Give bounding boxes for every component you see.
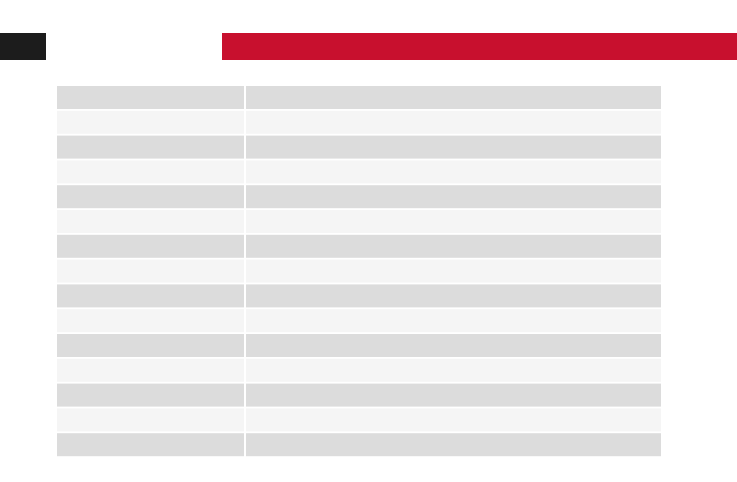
table-cell xyxy=(57,110,244,134)
table-cell xyxy=(246,383,661,407)
table-cell xyxy=(57,433,244,457)
page-tab xyxy=(0,33,46,60)
table-cell xyxy=(57,86,244,109)
table-cell xyxy=(246,234,661,258)
table-cell xyxy=(57,234,244,258)
table-cell xyxy=(57,135,244,159)
table-cell xyxy=(246,309,661,333)
table-cell xyxy=(57,284,244,308)
table-cell xyxy=(246,86,661,109)
table-cell xyxy=(57,358,244,382)
table-cell xyxy=(246,210,661,233)
table-cell xyxy=(57,259,244,283)
table-cell xyxy=(246,334,661,357)
table-cell xyxy=(57,408,244,432)
table-cell xyxy=(57,309,244,333)
table-cell xyxy=(246,433,661,457)
table-cell xyxy=(246,358,661,382)
table-cell xyxy=(246,110,661,134)
table-cell xyxy=(246,284,661,308)
table xyxy=(57,86,661,457)
table-cell xyxy=(246,160,661,184)
table-cell xyxy=(57,210,244,233)
table-cell xyxy=(57,185,244,209)
table-cell xyxy=(57,334,244,357)
header-bar xyxy=(222,33,737,60)
table-cell xyxy=(246,135,661,159)
table-cell xyxy=(246,185,661,209)
table-cell xyxy=(246,408,661,432)
table-cell xyxy=(57,160,244,184)
table-cell xyxy=(246,259,661,283)
table-cell xyxy=(57,383,244,407)
